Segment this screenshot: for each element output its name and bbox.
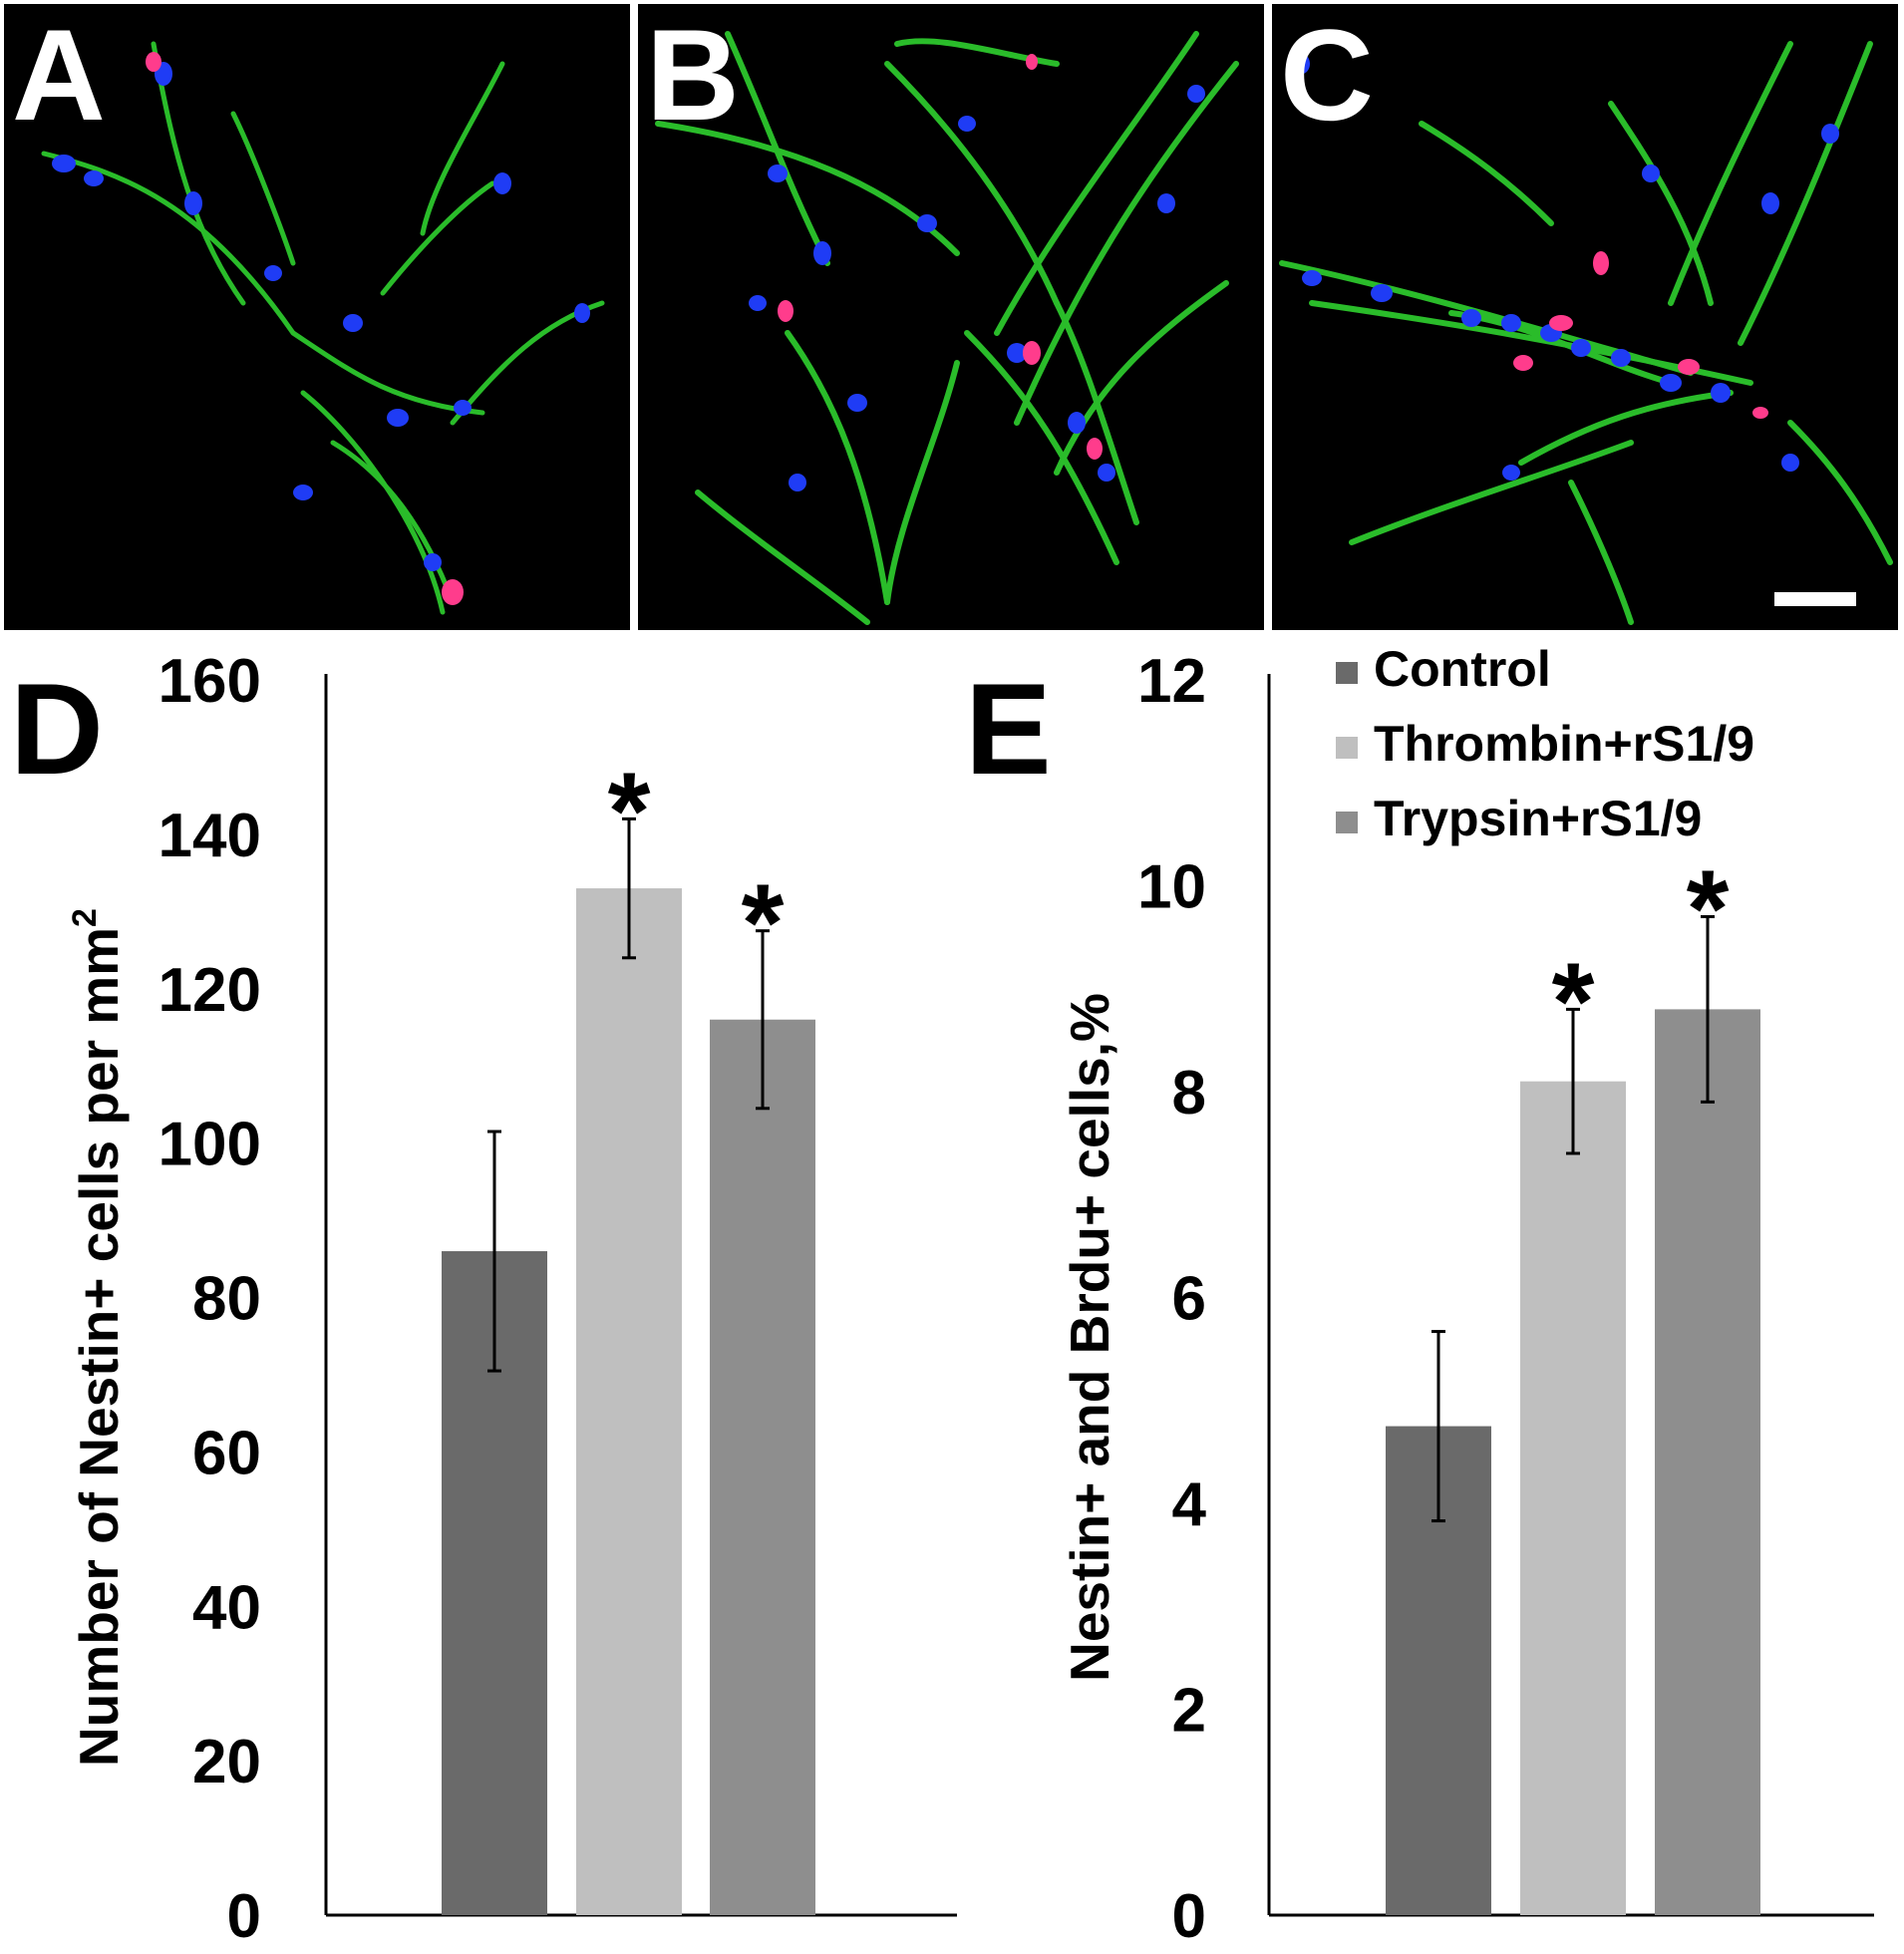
chart-d-y-tick-label: 160 [159, 647, 261, 716]
micrograph-b-image [655, 31, 1239, 625]
scale-bar [1774, 592, 1856, 606]
legend-swatch-trypsin [1336, 812, 1358, 833]
chart-e-significance-marker-thrombin: * [1552, 940, 1595, 1063]
chart-e-y-tick-label: 8 [1172, 1059, 1206, 1128]
chart-d-y-axis-label-superscript: 2 [66, 908, 104, 927]
panel-label-c: C [1280, 4, 1374, 148]
chart-d-bar-trypsin [710, 1019, 815, 1915]
chart-d-y-tick-label: 40 [192, 1573, 261, 1642]
chart-d-y-tick-label: 140 [159, 802, 261, 870]
legend-label-trypsin: Trypsin+rS1/9 [1374, 791, 1702, 846]
chart-d-bar-thrombin [576, 888, 682, 1915]
chart-d-significance-marker-trypsin: * [742, 862, 785, 985]
micrograph-c-image [1279, 41, 1893, 625]
chart-d-y-tick-label: 120 [159, 956, 261, 1025]
chart-e-y-tick-label: 12 [1137, 647, 1206, 716]
chart-e-y-axis-label: Nestin+ and Brdu+ cells,% [1059, 993, 1120, 1682]
chart-e-y-tick-label: 2 [1172, 1677, 1206, 1746]
chart-d-y-axis-label: Number of Nestin+ cells per mm2 [66, 908, 130, 1767]
panel-label-a: A [12, 4, 106, 148]
chart-e-bar-thrombin [1520, 1081, 1626, 1915]
chart-d-y-tick-label: 20 [192, 1728, 261, 1796]
chart-e-significance-marker-trypsin: * [1687, 847, 1730, 970]
chart-d-y-tick-label: 80 [192, 1265, 261, 1334]
micrograph-panel-c: C [1272, 4, 1898, 630]
chart-d-panel-label: D [10, 656, 104, 802]
legend-swatch-thrombin [1336, 737, 1358, 759]
chart-e-y-tick-label: 10 [1137, 853, 1206, 922]
panel-label-b: B [646, 4, 740, 148]
chart-e-y-tick-label: 6 [1172, 1265, 1206, 1334]
legend-label-control: Control [1374, 641, 1551, 697]
chart-e-bar-trypsin [1655, 1009, 1760, 1915]
micrograph-panel-b: B [638, 4, 1264, 630]
legend-label-thrombin: Thrombin+rS1/9 [1374, 716, 1754, 772]
chart-d-significance-marker-thrombin: * [608, 750, 651, 872]
chart-d-y-tick-label: 0 [227, 1882, 261, 1951]
chart-d-y-tick-label: 60 [192, 1419, 261, 1487]
chart-d-y-tick-label: 100 [159, 1111, 261, 1179]
micrograph-panel-a: A [4, 4, 630, 630]
micrograph-a-image [41, 41, 605, 615]
chart-e-panel-label: E [965, 656, 1052, 802]
chart-e-y-tick-label: 0 [1172, 1882, 1206, 1951]
legend-swatch-control [1336, 662, 1358, 684]
chart-e-y-tick-label: 4 [1172, 1470, 1207, 1539]
